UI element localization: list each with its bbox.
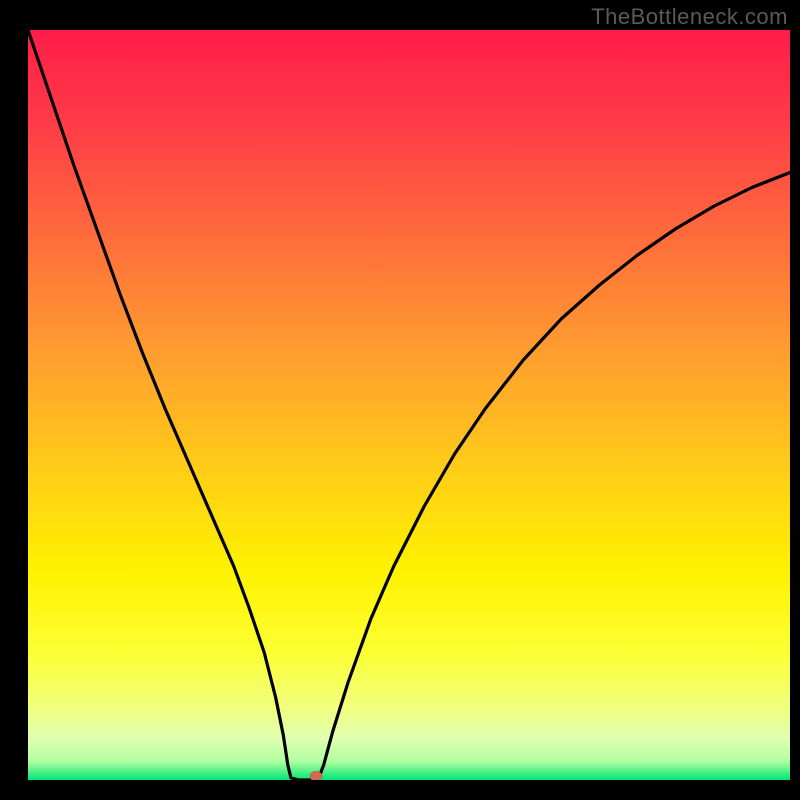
plot-svg <box>28 30 790 780</box>
watermark-text: TheBottleneck.com <box>591 4 788 30</box>
gradient-background <box>28 30 790 780</box>
highlight-marker <box>310 771 322 780</box>
plot-area <box>28 30 790 780</box>
chart-frame: TheBottleneck.com <box>0 0 800 800</box>
